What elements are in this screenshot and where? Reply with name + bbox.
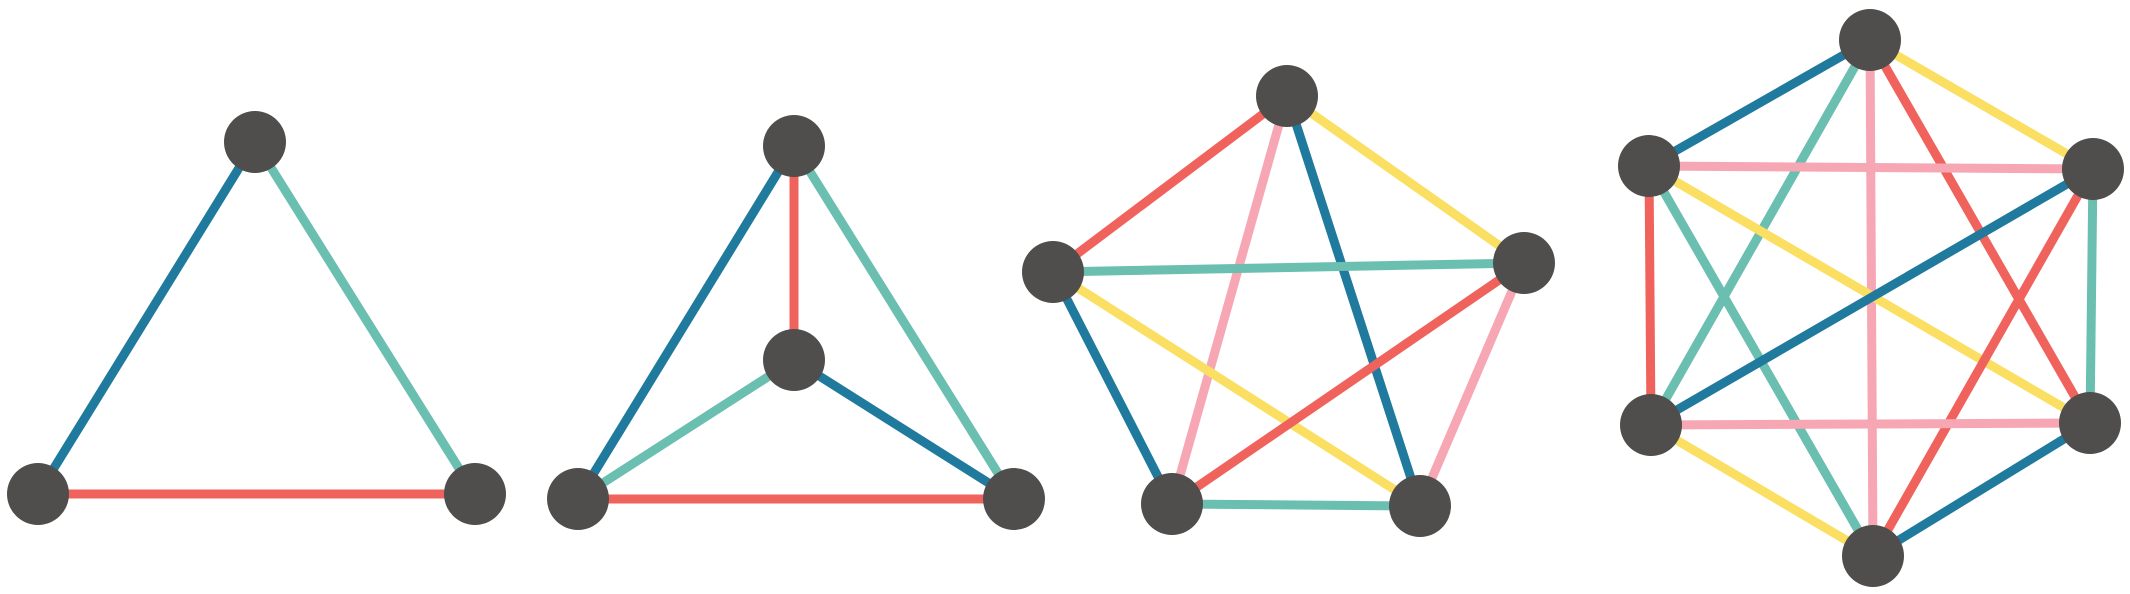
node-upper-right [2062, 138, 2124, 200]
node-a [224, 111, 286, 173]
edge-top-right [1282, 91, 1529, 268]
edge-upper-left-lower-left [1644, 161, 1656, 430]
edge-upper-right-lower-left [1646, 164, 2098, 430]
node-right [1493, 232, 1555, 294]
node-left [547, 468, 609, 530]
edge-left-bottom-right [1048, 267, 1425, 511]
node-top [1839, 9, 1901, 71]
edge-top-right [789, 141, 1019, 504]
edge-lower-left-bottom [1646, 420, 1878, 561]
edge-top-upper-right [1865, 35, 2098, 174]
edge-center-right [789, 355, 1019, 504]
edge-left-bottom-left [1048, 267, 1177, 509]
edge-bottom-left-bottom-right [1167, 499, 1425, 511]
edge-top-left [573, 141, 799, 504]
node-top [763, 115, 825, 177]
edge-top-left [1048, 91, 1292, 277]
complete-graph-4 [547, 115, 1045, 530]
edge-upper-right-lower-right [2085, 164, 2098, 428]
edge-top-bottom-right [1282, 91, 1425, 511]
edge-upper-right-bottom [1868, 164, 2098, 561]
edge-center-left [573, 355, 799, 504]
edge-upper-left-upper-right [1644, 161, 2098, 174]
complete-graph-6 [1618, 9, 2124, 587]
complete-graph-3 [7, 111, 506, 525]
node-bottom-left [1141, 473, 1203, 535]
node-lower-right [2059, 392, 2121, 454]
edge-a-c [250, 137, 480, 499]
node-b [7, 463, 69, 525]
node-bottom-right [1389, 475, 1451, 537]
node-top [1256, 65, 1318, 127]
edge-top-bottom-left [1167, 91, 1292, 509]
node-bottom [1842, 525, 1904, 587]
node-right [983, 468, 1045, 530]
edge-lower-right-bottom [1868, 418, 2095, 561]
edge-right-bottom-right [1415, 258, 1529, 511]
complete-graph-5 [1022, 65, 1555, 537]
node-lower-left [1620, 394, 1682, 456]
node-upper-left [1618, 135, 1680, 197]
node-center [763, 329, 825, 391]
edge-left-right [1048, 258, 1529, 277]
node-left [1022, 241, 1084, 303]
node-c [444, 463, 506, 525]
edge-right-bottom-left [1167, 258, 1529, 509]
edge-lower-left-lower-right [1646, 418, 2095, 430]
edge-top-upper-left [1644, 35, 1875, 171]
edge-a-b [33, 137, 260, 499]
